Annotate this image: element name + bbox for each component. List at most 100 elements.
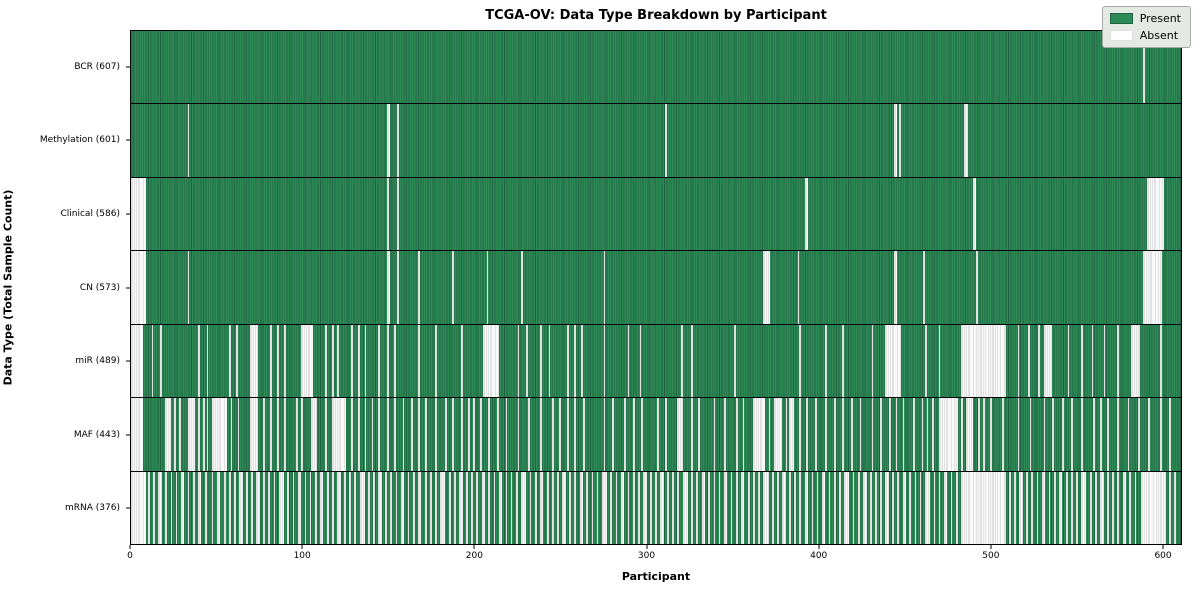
x-tick-mark xyxy=(818,545,820,549)
absent-stripe xyxy=(526,324,528,398)
absent-stripe xyxy=(1141,471,1166,544)
absent-stripe xyxy=(270,324,272,398)
y-tick-mark xyxy=(126,139,130,141)
absent-stripe xyxy=(452,398,455,471)
absent-stripe xyxy=(1117,324,1120,398)
absent-stripe xyxy=(350,324,353,398)
absent-stripe xyxy=(713,398,716,471)
absent-stripe xyxy=(897,471,900,544)
absent-stripe xyxy=(723,398,726,471)
plot-area xyxy=(130,30,1182,545)
absent-stripe xyxy=(632,471,635,544)
absent-stripe xyxy=(309,471,312,544)
absent-stripe xyxy=(1028,324,1030,398)
absent-stripe xyxy=(574,471,577,544)
x-tick-label-400: 400 xyxy=(810,551,828,561)
absent-stripe xyxy=(552,471,554,544)
absent-stripe xyxy=(488,398,491,471)
absent-stripe xyxy=(301,324,314,398)
absent-stripe xyxy=(435,471,437,544)
absent-stripe xyxy=(691,471,693,544)
y-axis-ticks: BCR (607) Methylation (601) Clinical (586)… xyxy=(0,30,130,545)
absent-stripe xyxy=(521,251,523,324)
absent-stripe xyxy=(527,398,530,471)
absent-stripe xyxy=(297,471,302,544)
absent-stripe xyxy=(148,471,150,544)
absent-stripe xyxy=(364,398,367,471)
absent-stripe xyxy=(179,398,181,471)
absent-stripe xyxy=(548,324,551,398)
absent-stripe xyxy=(1009,471,1011,544)
absent-stripe xyxy=(643,471,647,544)
absent-stripe xyxy=(350,398,353,471)
absent-stripe xyxy=(1146,177,1164,251)
absent-stripe xyxy=(1048,471,1051,544)
absent-stripe xyxy=(603,324,606,398)
absent-stripe xyxy=(842,324,845,398)
absent-stripe xyxy=(978,398,980,471)
absent-stripe xyxy=(497,398,499,471)
absent-stripe xyxy=(546,471,549,544)
y-tick-label-clinical: Clinical (586) xyxy=(60,208,120,219)
absent-stripe xyxy=(871,398,874,471)
absent-stripe xyxy=(332,471,334,544)
absent-stripe xyxy=(895,398,898,471)
absent-stripe xyxy=(863,471,867,544)
absent-stripe xyxy=(1081,398,1084,471)
y-tick-mark xyxy=(126,360,130,362)
present-swatch-icon xyxy=(1109,13,1133,24)
chart-title: TCGA-OV: Data Type Breakdown by Particip… xyxy=(485,8,827,23)
absent-stripe xyxy=(173,398,176,471)
absent-stripe xyxy=(357,324,360,398)
absent-stripe xyxy=(1168,398,1171,471)
absent-stripe xyxy=(1019,471,1023,544)
absent-stripe xyxy=(1017,324,1020,398)
absent-stripe xyxy=(304,471,307,544)
row-band-methylation xyxy=(131,104,1181,178)
absent-stripe xyxy=(486,251,489,324)
absent-stripe xyxy=(667,471,669,544)
absent-stripe xyxy=(624,398,626,471)
absent-stripe xyxy=(875,471,877,544)
absent-stripe xyxy=(730,471,733,544)
x-tick-label-200: 200 xyxy=(465,551,483,561)
absent-stripe xyxy=(558,398,561,471)
absent-stripe xyxy=(839,471,841,544)
absent-stripe xyxy=(471,471,473,544)
absent-stripe xyxy=(888,398,891,471)
absent-stripe xyxy=(943,471,948,544)
absent-stripe xyxy=(753,471,755,544)
x-tick-mark xyxy=(1162,545,1164,549)
absent-stripe xyxy=(902,471,907,544)
absent-stripe xyxy=(1067,324,1070,398)
absent-stripe xyxy=(892,471,894,544)
absent-stripe xyxy=(574,324,577,398)
absent-stripe xyxy=(596,471,599,544)
absent-stripe xyxy=(505,398,508,471)
absent-stripe xyxy=(325,398,327,471)
absent-stripe xyxy=(385,471,388,544)
absent-stripe xyxy=(1174,471,1176,544)
absent-stripe xyxy=(828,471,831,544)
row-band-maf xyxy=(131,398,1181,472)
absent-stripe xyxy=(270,398,272,471)
absent-stripe xyxy=(187,471,190,544)
x-tick-label-300: 300 xyxy=(637,551,656,561)
absent-stripe xyxy=(562,471,566,544)
absent-stripe xyxy=(919,471,922,544)
absent-stripe xyxy=(1076,471,1078,544)
absent-stripe xyxy=(627,471,630,544)
y-tick-label-mrna: mRNA (376) xyxy=(65,503,120,514)
absent-stripe xyxy=(842,398,845,471)
absent-stripe xyxy=(964,104,968,177)
absent-stripe xyxy=(357,398,360,471)
absent-stripe xyxy=(387,398,389,471)
absent-stripe xyxy=(435,324,437,398)
legend-entry-present: Present xyxy=(1109,12,1181,25)
absent-stripe xyxy=(785,398,788,471)
absent-stripe xyxy=(603,251,606,324)
absent-stripe xyxy=(332,398,346,471)
absent-stripe xyxy=(424,471,427,544)
row-band-cn xyxy=(131,251,1181,325)
absent-stripe xyxy=(961,398,963,471)
